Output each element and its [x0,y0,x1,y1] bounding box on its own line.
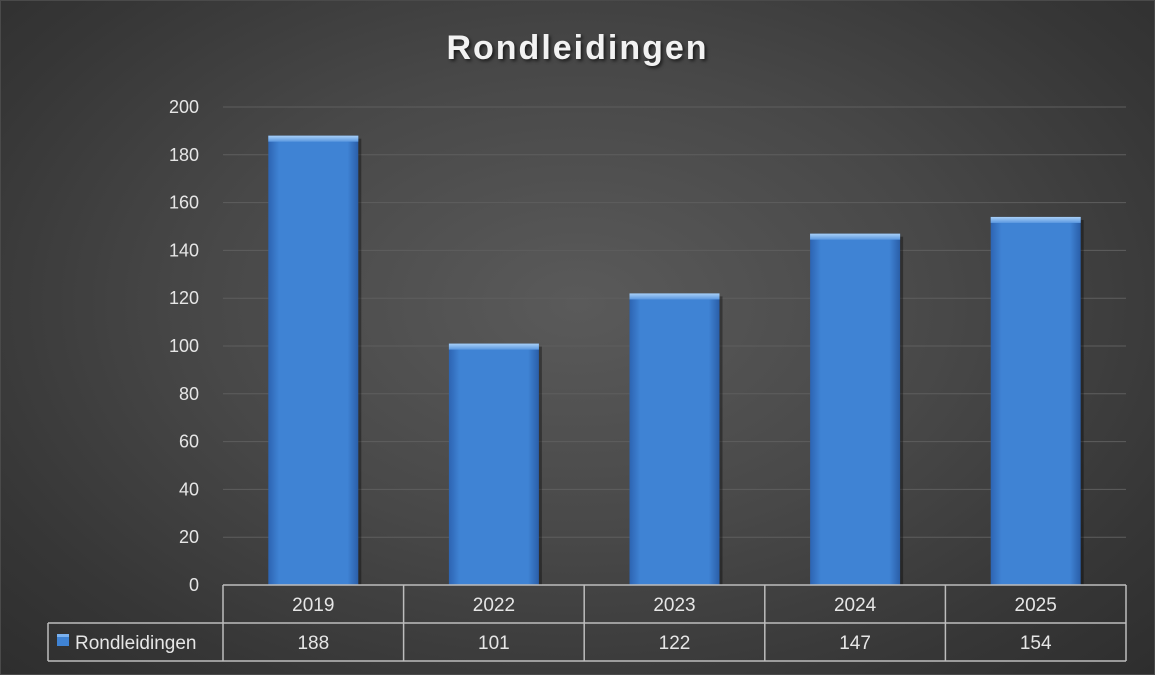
y-tick-label: 20 [179,527,199,547]
x-category-label: 2023 [653,595,695,616]
data-table-value: 188 [297,633,329,654]
y-tick-label: 40 [179,479,199,499]
y-tick-label: 140 [169,240,199,260]
y-tick-label: 160 [169,193,199,213]
bar [990,216,1081,585]
y-tick-label: 60 [179,432,199,452]
chart-title: Rondleidingen [446,29,709,67]
data-table-value: 101 [478,633,510,654]
bar-cap [810,233,901,240]
x-category-label: 2025 [1015,595,1057,616]
bar [629,293,720,585]
bar [268,135,359,585]
y-tick-label: 180 [169,145,199,165]
bar [448,343,539,585]
x-category-label: 2024 [834,595,877,616]
data-table-value: 122 [659,633,691,654]
x-category-label: 2019 [292,595,334,616]
bar-cap [268,135,359,142]
y-tick-label: 200 [169,97,199,117]
bar-cap [448,343,539,350]
bar-cap [629,293,720,300]
y-tick-label: 80 [179,384,199,404]
data-table-value: 154 [1020,633,1052,654]
legend-series-label: Rondleidingen [75,633,197,654]
bar [810,233,901,586]
y-tick-label: 0 [189,575,199,595]
x-category-label: 2022 [473,595,515,616]
y-tick-label: 100 [169,336,199,356]
y-tick-label: 120 [169,288,199,308]
data-table-value: 147 [839,633,871,654]
legend-swatch-cap [57,634,69,637]
bar-cap [990,216,1081,223]
